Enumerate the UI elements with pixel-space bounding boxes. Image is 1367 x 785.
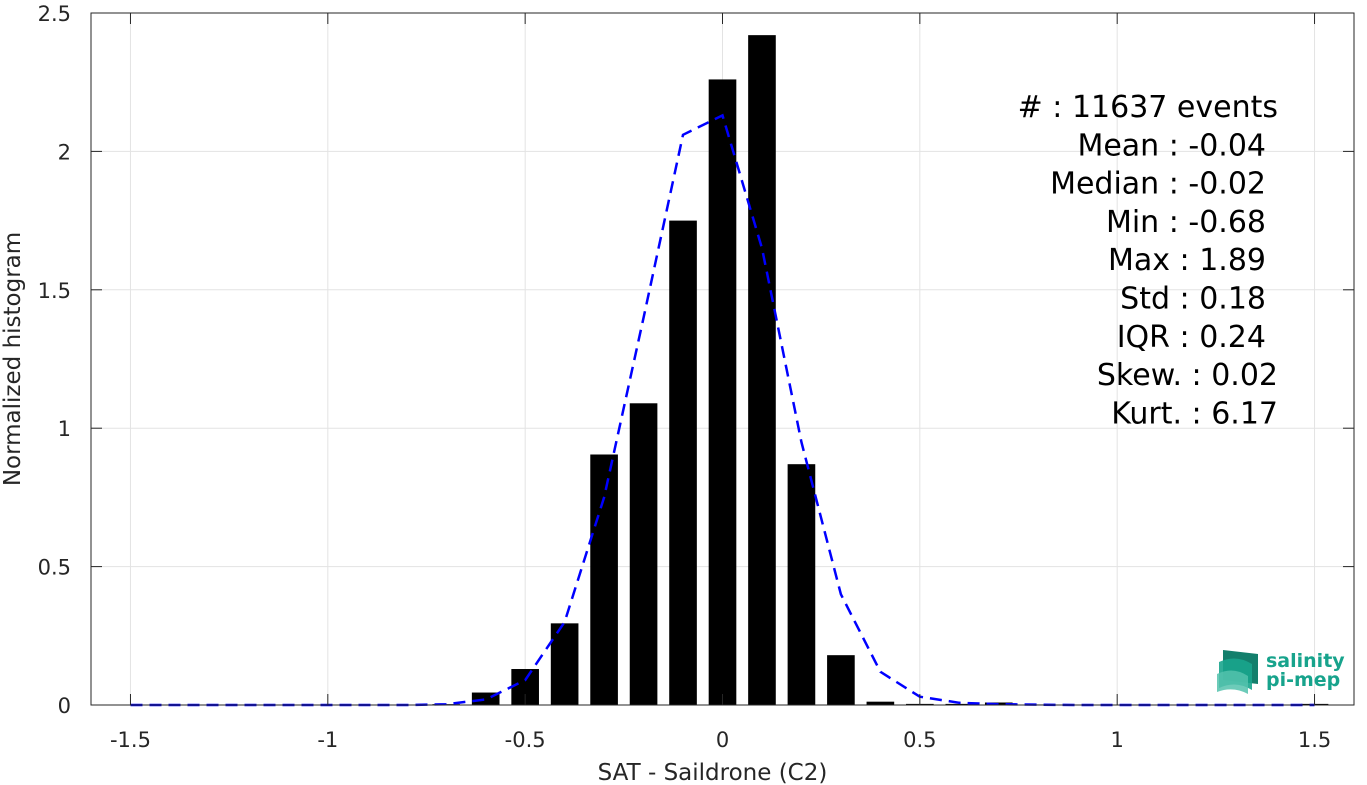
salinity-pimep-logo: salinity pi-mep xyxy=(1217,650,1345,694)
logo-text-line2: pi-mep xyxy=(1266,669,1340,691)
x-axis-label: SAT - Saildrone (C2) xyxy=(598,760,828,785)
histogram-bar xyxy=(590,454,618,705)
axis-ticks: -1.5 -1 -0.5 0 0.5 1 1.5 0 0.5 1 1.5 2 2.5 xyxy=(38,2,1354,752)
stats-line: Min : -0.68 xyxy=(1106,205,1266,240)
stats-line: IQR : 0.24 xyxy=(1117,320,1266,355)
stats-line: Kurt. : 6.17 xyxy=(1111,396,1278,431)
y-tick-label: 2.5 xyxy=(38,2,71,26)
histogram-bar xyxy=(866,701,895,705)
x-tick-label: -1.5 xyxy=(110,728,151,752)
stats-line: # : 11637 events xyxy=(1018,90,1278,125)
x-tick-label: -1 xyxy=(317,728,338,752)
x-tick-label: -0.5 xyxy=(505,728,546,752)
x-tick-label: 0.5 xyxy=(903,728,936,752)
y-tick-label: 1 xyxy=(58,417,71,441)
x-tick-label: 0 xyxy=(716,728,729,752)
histogram-bar xyxy=(669,220,697,705)
stats-line: Median : -0.02 xyxy=(1050,167,1266,202)
stats-line: Max : 1.89 xyxy=(1108,243,1266,278)
y-tick-label: 1.5 xyxy=(38,279,71,303)
x-tick-label: 1.5 xyxy=(1298,728,1331,752)
wave-logo-icon xyxy=(1217,650,1258,694)
stats-line: Std : 0.18 xyxy=(1120,282,1266,317)
histogram-bar xyxy=(787,464,816,705)
stats-line: Skew. : 0.02 xyxy=(1097,358,1278,393)
histogram-bar xyxy=(945,703,974,705)
y-tick-label: 0.5 xyxy=(38,556,71,580)
stats-line: Mean : -0.04 xyxy=(1077,128,1266,163)
x-tick-label: 1 xyxy=(1111,728,1124,752)
histogram-bar xyxy=(984,702,1013,705)
histogram-bar xyxy=(827,655,855,705)
histogram-bars xyxy=(432,35,1329,706)
histogram-bar xyxy=(629,403,658,705)
histogram-bar xyxy=(748,35,776,706)
logo-text-line1: salinity xyxy=(1266,650,1345,672)
y-tick-label: 0 xyxy=(58,694,71,718)
histogram-bar xyxy=(708,79,737,705)
histogram-bar xyxy=(550,623,579,705)
y-axis-label: Normalized histogram xyxy=(0,232,26,486)
y-tick-label: 2 xyxy=(58,140,71,164)
